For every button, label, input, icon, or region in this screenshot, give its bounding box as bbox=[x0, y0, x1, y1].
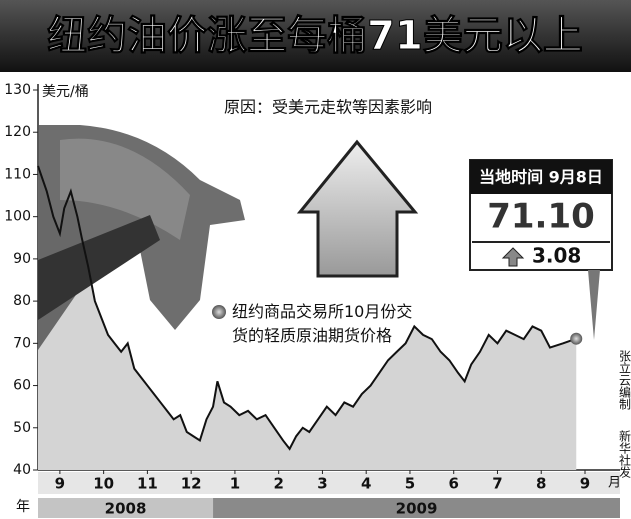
x-tick-label: 1 bbox=[230, 475, 240, 493]
x-tick-label: 12 bbox=[181, 475, 202, 493]
x-tick-label: 11 bbox=[137, 475, 158, 493]
year-text: 2008 bbox=[105, 500, 147, 518]
legend-label: 纽约商品交易所10月份交货的轻质原油期货价格 bbox=[232, 302, 413, 345]
chart-title: 纽约油价涨至每桶71美元以上 bbox=[47, 13, 583, 59]
annotation: 原因：受美元走软等因素影响 bbox=[224, 98, 432, 117]
callout-date: 当地时间 9月8日 bbox=[479, 168, 603, 187]
x-tick-label: 3 bbox=[317, 475, 327, 493]
end-point bbox=[570, 332, 583, 345]
up-arrow bbox=[296, 139, 419, 278]
x-tick-label: 5 bbox=[405, 475, 415, 493]
callout: 当地时间 9月8日 71.10 3.08 bbox=[469, 159, 613, 340]
x-tick-label: 10 bbox=[93, 475, 114, 493]
x-unit: 月 bbox=[608, 476, 621, 491]
x-tick-label: 6 bbox=[448, 475, 458, 493]
y-tick-label: 90 bbox=[13, 251, 31, 267]
y-tick-label: 70 bbox=[13, 335, 31, 351]
y-tick-label: 100 bbox=[4, 209, 31, 225]
legend-marker bbox=[212, 305, 226, 319]
area-fill bbox=[38, 166, 577, 470]
x-tick-label: 2 bbox=[273, 475, 283, 493]
y-tick-label: 120 bbox=[4, 124, 31, 140]
y-tick-label: 60 bbox=[13, 378, 31, 394]
credit: 张立云编制 bbox=[618, 350, 631, 410]
x-tick-label: 7 bbox=[492, 475, 502, 493]
x-tick-label: 9 bbox=[55, 475, 65, 493]
callout-price: 71.10 bbox=[487, 197, 595, 237]
y-tick-label: 110 bbox=[4, 166, 31, 182]
month-band bbox=[38, 472, 620, 494]
year-band bbox=[213, 498, 620, 518]
title-bar bbox=[0, 0, 631, 72]
y-tick-label: 130 bbox=[4, 82, 31, 98]
x-tick-label: 9 bbox=[580, 475, 590, 493]
y-tick-label: 40 bbox=[13, 462, 31, 478]
callout-change: 3.08 bbox=[532, 244, 581, 268]
year-band bbox=[38, 498, 214, 518]
year-label: 年 bbox=[16, 499, 30, 515]
credit: 新华社发 bbox=[618, 429, 631, 478]
year-text: 2009 bbox=[396, 500, 438, 518]
y-tick-label: 80 bbox=[13, 293, 31, 309]
y-tick-label: 50 bbox=[13, 420, 31, 436]
nozzle-illustration bbox=[38, 125, 245, 350]
y-axis-label: 美元/桶 bbox=[42, 84, 89, 100]
price-line bbox=[37, 165, 577, 451]
x-tick-label: 8 bbox=[536, 475, 546, 493]
x-tick-label: 4 bbox=[361, 475, 371, 493]
